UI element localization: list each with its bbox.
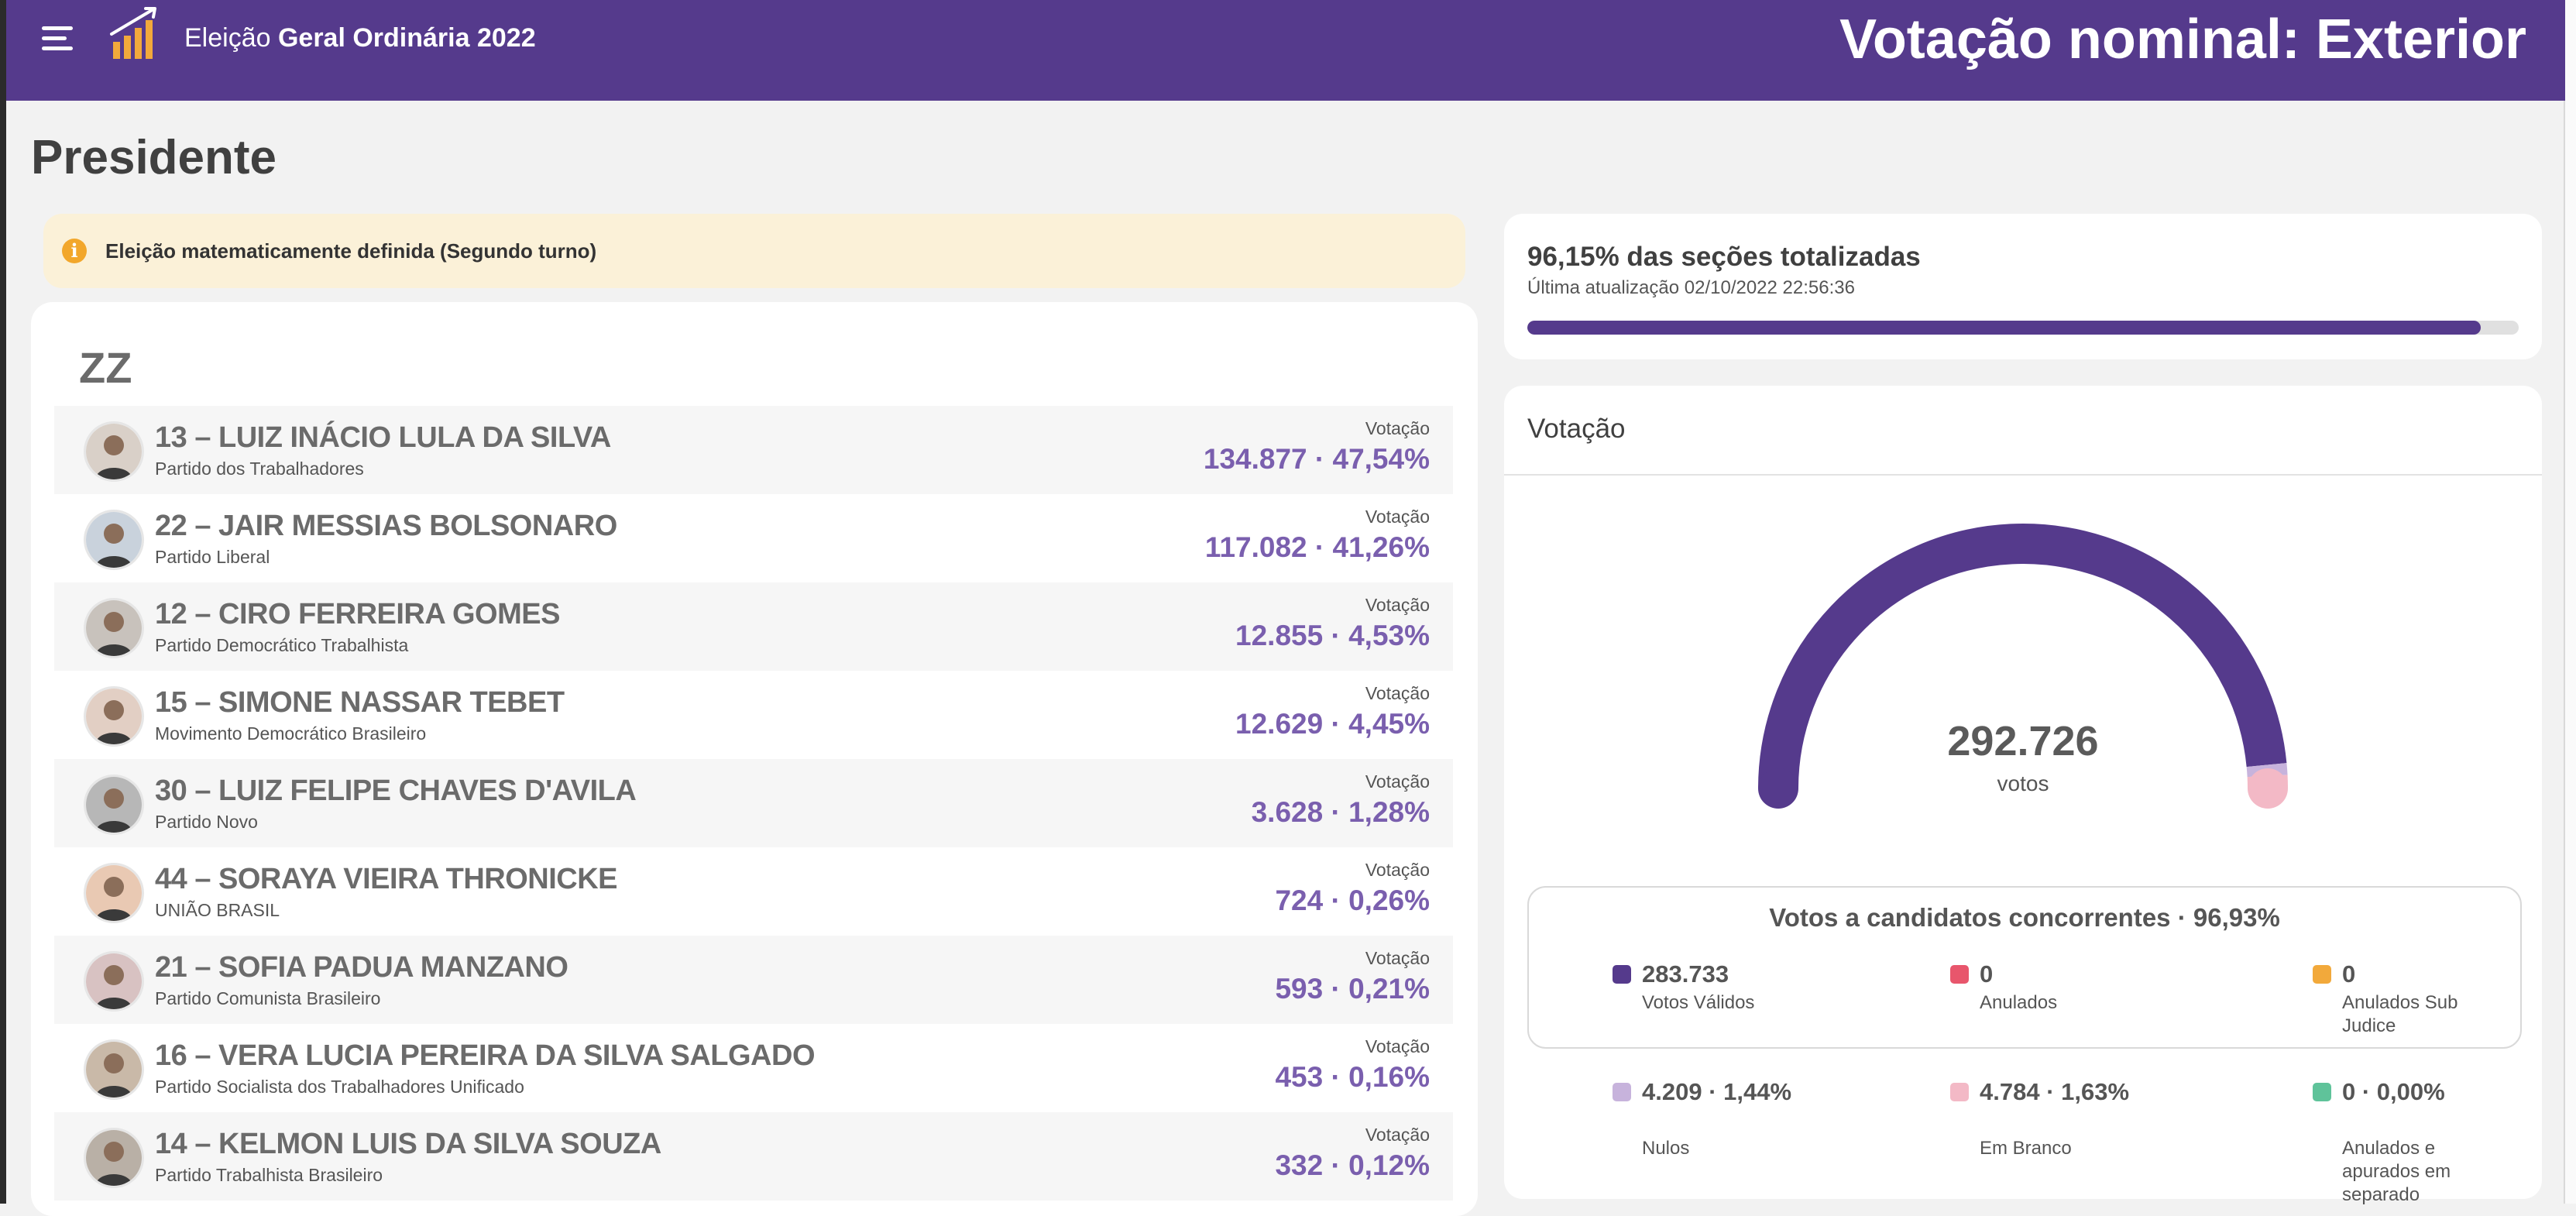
vote-label: Votação bbox=[1365, 1125, 1430, 1146]
top-header: Eleição Geral Ordinária 2022 Votação nom… bbox=[6, 0, 2565, 101]
candidate-name: 22 – JAIR MESSIAS BOLSONARO bbox=[155, 510, 617, 543]
candidate-row[interactable]: 16 – VERA LUCIA PEREIRA DA SILVA SALGADO… bbox=[54, 1024, 1453, 1112]
stat-value: 0 · 0,00% bbox=[2342, 1077, 2505, 1108]
bar-chart-logo-icon bbox=[105, 5, 163, 60]
stat-label: Nulos bbox=[1642, 1137, 1805, 1160]
candidate-avatar bbox=[84, 421, 144, 482]
stat-value: 4.209 · 1,44% bbox=[1642, 1077, 1805, 1108]
vote-label: Votação bbox=[1365, 507, 1430, 527]
candidate-avatar bbox=[84, 1039, 144, 1100]
gauge-total: 292.726 bbox=[1504, 717, 2542, 765]
left-edge bbox=[0, 0, 6, 1204]
votacao-card: Votação 292.726 votos Votos a candidatos… bbox=[1504, 386, 2542, 1199]
election-title: Eleição Geral Ordinária 2022 bbox=[184, 23, 536, 53]
progress-card: 96,15% das seções totalizadas Última atu… bbox=[1504, 214, 2542, 359]
legend-swatch bbox=[1613, 1083, 1631, 1101]
vote-label: Votação bbox=[1365, 948, 1430, 969]
progress-bar bbox=[1527, 321, 2519, 335]
candidate-avatar bbox=[84, 510, 144, 570]
legend-swatch bbox=[2313, 1083, 2331, 1101]
page-title: Votação nominal: Exterior bbox=[1839, 8, 2526, 71]
candidate-avatar bbox=[84, 775, 144, 835]
candidate-party: Partido Novo bbox=[155, 812, 258, 833]
candidate-avatar bbox=[84, 686, 144, 747]
vote-label: Votação bbox=[1365, 683, 1430, 704]
stat-label: Anulados Sub Judice bbox=[2342, 991, 2505, 1038]
legend-swatch bbox=[1950, 965, 1969, 984]
vote-label: Votação bbox=[1365, 418, 1430, 439]
vote-label: Votação bbox=[1365, 771, 1430, 792]
stat-value: 4.784 · 1,63% bbox=[1980, 1077, 2142, 1108]
candidate-party: Partido Comunista Brasileiro bbox=[155, 988, 380, 1009]
summary-title: Votos a candidatos concorrentes · 96,93% bbox=[1529, 903, 2520, 933]
stat-label: Anulados e apurados em separado bbox=[2342, 1137, 2505, 1207]
candidate-avatar bbox=[84, 598, 144, 658]
votacao-title: Votação bbox=[1527, 414, 1626, 445]
info-icon: i bbox=[62, 239, 87, 263]
candidate-name: 12 – CIRO FERREIRA GOMES bbox=[155, 598, 560, 631]
candidates-card: ZZ 13 – LUIZ INÁCIO LULA DA SILVA Partido… bbox=[31, 302, 1478, 1216]
vote-value: 593 · 0,21% bbox=[1275, 973, 1430, 1005]
candidate-party: Partido dos Trabalhadores bbox=[155, 459, 364, 479]
vote-value: 3.628 · 1,28% bbox=[1252, 796, 1430, 829]
gauge-unit: votos bbox=[1504, 771, 2542, 796]
stat-value: 0 bbox=[2342, 959, 2355, 990]
candidate-avatar bbox=[84, 1128, 144, 1188]
candidate-name: 44 – SORAYA VIEIRA THRONICKE bbox=[155, 863, 617, 896]
alert-text: Eleição matematicamente definida (Segund… bbox=[105, 239, 596, 263]
candidate-row[interactable]: 14 – KELMON LUIS DA SILVA SOUZA Partido T… bbox=[54, 1112, 1453, 1201]
last-update: Última atualização 02/10/2022 22:56:36 bbox=[1527, 277, 1855, 299]
vote-value: 453 · 0,16% bbox=[1275, 1061, 1430, 1094]
candidate-row[interactable]: 22 – JAIR MESSIAS BOLSONARO Partido Liber… bbox=[54, 494, 1453, 582]
stat-label: Anulados bbox=[1980, 991, 2142, 1015]
candidate-name: 15 – SIMONE NASSAR TEBET bbox=[155, 686, 565, 720]
candidate-avatar bbox=[84, 863, 144, 923]
office-title: Presidente bbox=[31, 130, 276, 185]
stat-label: Votos Válidos bbox=[1642, 991, 1805, 1015]
candidate-name: 21 – SOFIA PADUA MANZANO bbox=[155, 951, 568, 984]
candidate-row[interactable]: 21 – SOFIA PADUA MANZANO Partido Comunist… bbox=[54, 936, 1453, 1024]
stat-label: Em Branco bbox=[1980, 1137, 2142, 1160]
candidate-row[interactable]: 12 – CIRO FERREIRA GOMES Partido Democrát… bbox=[54, 582, 1453, 671]
scrollbar[interactable] bbox=[2564, 0, 2576, 1204]
candidate-name: 16 – VERA LUCIA PEREIRA DA SILVA SALGADO bbox=[155, 1039, 815, 1073]
candidate-party: UNIÃO BRASIL bbox=[155, 900, 280, 921]
stat-value: 283.733 bbox=[1642, 959, 1729, 990]
candidates-header: ZZ bbox=[79, 342, 132, 393]
vote-value: 12.629 · 4,45% bbox=[1235, 708, 1430, 740]
legend-swatch bbox=[1613, 965, 1631, 984]
stat-value: 0 bbox=[1980, 959, 1993, 990]
vote-value: 724 · 0,26% bbox=[1275, 885, 1430, 917]
candidate-party: Partido Democrático Trabalhista bbox=[155, 635, 408, 656]
legend-swatch bbox=[2313, 965, 2331, 984]
candidate-name: 13 – LUIZ INÁCIO LULA DA SILVA bbox=[155, 421, 611, 455]
candidate-row[interactable]: 44 – SORAYA VIEIRA THRONICKE UNIÃO BRASIL… bbox=[54, 847, 1453, 936]
candidate-row[interactable]: 15 – SIMONE NASSAR TEBET Movimento Democr… bbox=[54, 671, 1453, 759]
menu-icon[interactable] bbox=[42, 26, 73, 51]
candidate-party: Partido Socialista dos Trabalhadores Uni… bbox=[155, 1077, 524, 1097]
legend-swatch bbox=[1950, 1083, 1969, 1101]
candidate-avatar bbox=[84, 951, 144, 1012]
divider bbox=[1504, 474, 2542, 476]
candidate-party: Partido Liberal bbox=[155, 547, 270, 568]
vote-label: Votação bbox=[1365, 860, 1430, 881]
alert-banner: i Eleição matematicamente definida (Segu… bbox=[43, 214, 1465, 288]
candidate-row[interactable]: 30 – LUIZ FELIPE CHAVES D'AVILA Partido N… bbox=[54, 759, 1453, 847]
progress-title: 96,15% das seções totalizadas bbox=[1527, 242, 1921, 273]
vote-value: 332 · 0,12% bbox=[1275, 1149, 1430, 1182]
vote-value: 117.082 · 41,26% bbox=[1205, 531, 1430, 564]
progress-fill bbox=[1527, 321, 2481, 335]
candidate-name: 14 – KELMON LUIS DA SILVA SOUZA bbox=[155, 1128, 661, 1161]
vote-value: 12.855 · 4,53% bbox=[1235, 620, 1430, 652]
candidate-name: 30 – LUIZ FELIPE CHAVES D'AVILA bbox=[155, 775, 636, 808]
candidate-party: Partido Trabalhista Brasileiro bbox=[155, 1165, 383, 1186]
candidate-list: 13 – LUIZ INÁCIO LULA DA SILVA Partido do… bbox=[54, 406, 1453, 1201]
vote-label: Votação bbox=[1365, 1036, 1430, 1057]
vote-value: 134.877 · 47,54% bbox=[1204, 443, 1430, 476]
candidate-party: Movimento Democrático Brasileiro bbox=[155, 723, 426, 744]
vote-label: Votação bbox=[1365, 595, 1430, 616]
candidate-row[interactable]: 13 – LUIZ INÁCIO LULA DA SILVA Partido do… bbox=[54, 406, 1453, 494]
